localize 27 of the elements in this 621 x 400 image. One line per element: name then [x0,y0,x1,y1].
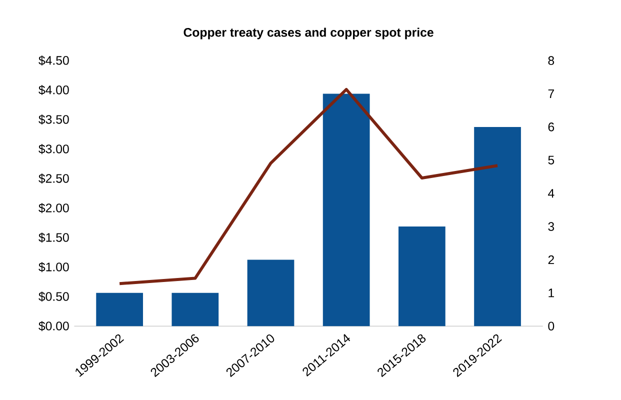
y-tick-label: $1.00 [38,262,69,272]
y2-tick-label: 0 [548,322,554,330]
y-tick-label: $0.00 [38,320,69,331]
y-tick-label: $2.00 [38,202,69,213]
y2-tick-label: 7 [548,89,554,98]
y-tick-label: $4.50 [38,55,69,66]
bar [172,292,219,326]
bar [247,260,294,326]
bar [322,94,370,326]
y-tick-label: $3.00 [38,144,69,154]
bar [398,226,446,326]
y2-tick-label: 4 [548,188,554,198]
line-series [118,88,500,285]
y2-tick-label: 6 [548,122,554,132]
y2-tick-label: 5 [548,156,554,164]
bar [474,126,521,326]
y2-tick-label: 3 [548,222,554,231]
y-tick-label: $2.50 [38,173,69,184]
y2-tick-label: 8 [548,56,554,65]
y-tick-label: $0.50 [38,291,69,302]
chart-title: Copper treaty cases and copper spot price [184,28,434,40]
y-tick-label: $1.50 [38,232,69,242]
y2-tick-label: 1 [548,288,554,298]
y2-tick-label: 2 [548,255,554,264]
bar [96,292,144,326]
y-tick-label: $3.50 [38,114,69,124]
y-tick-label: $4.00 [38,84,69,95]
